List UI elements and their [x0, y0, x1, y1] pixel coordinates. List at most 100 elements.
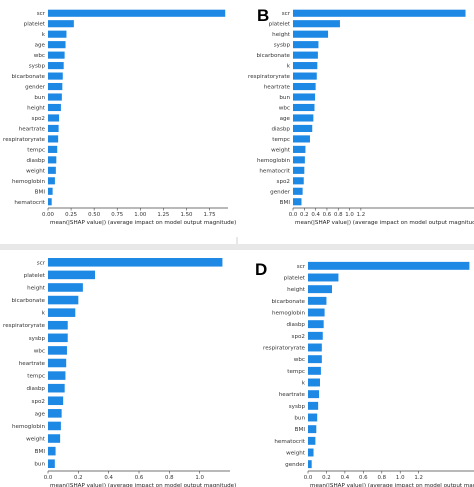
bar-heartrate — [48, 124, 59, 133]
x-tick-label: 0.4 — [341, 475, 350, 481]
bar-BMI — [293, 198, 302, 206]
bar-scr — [48, 9, 226, 17]
bar-hemoglobin — [48, 177, 55, 185]
category-label: k — [42, 32, 46, 38]
category-label: tempc — [27, 147, 45, 153]
bar-height — [308, 285, 332, 294]
category-label: gender — [25, 85, 46, 91]
category-label: spo2 — [32, 116, 45, 122]
bar-BMI — [48, 187, 53, 195]
x-axis-label: mean(|SHAP value|) (average impact on mo… — [295, 220, 474, 226]
category-label: spo2 — [277, 179, 290, 185]
category-label: sysbp — [274, 43, 291, 49]
bar-tempc — [293, 135, 310, 143]
bar-respiratoryrate — [48, 135, 59, 143]
bar-sysbp — [48, 333, 68, 343]
x-tick-label: 0.4 — [104, 475, 113, 481]
bar-spo2 — [308, 331, 323, 340]
x-tick-label: 0.4 — [311, 212, 320, 218]
bar-heartrate — [308, 390, 320, 399]
category-label: bun — [279, 95, 290, 101]
category-label: diasbp — [26, 386, 45, 392]
category-label: bicarbonate — [272, 299, 306, 305]
bar-BMI — [48, 446, 56, 456]
category-label: heartrate — [264, 85, 291, 91]
x-tick-label: 0.00 — [42, 212, 55, 218]
bar-spo2 — [48, 114, 60, 122]
bar-age — [293, 114, 314, 122]
bar-k — [48, 30, 67, 38]
bar-respiratoryrate — [308, 343, 322, 352]
category-label: age — [35, 43, 46, 49]
category-label: platelet — [269, 22, 291, 28]
category-label: scr — [37, 260, 46, 266]
bar-tempc — [48, 145, 58, 153]
category-label: bicarbonate — [257, 53, 291, 59]
bar-age — [48, 409, 62, 418]
bar-spo2 — [293, 177, 304, 185]
x-tick-label: 1.50 — [180, 212, 193, 218]
x-tick-label: 0.25 — [65, 212, 77, 218]
bar-hematocrit — [48, 198, 52, 206]
category-label: gender — [270, 189, 291, 195]
category-label: BMI — [295, 427, 306, 433]
category-label: wbc — [34, 348, 45, 354]
bar-tempc — [308, 366, 321, 375]
x-tick-label: 1.0 — [195, 475, 204, 481]
bar-sysbp — [48, 62, 64, 70]
bar-bicarbonate — [48, 72, 63, 80]
category-label: height — [272, 32, 291, 38]
horizontal-divider — [0, 244, 474, 250]
category-label: age — [280, 116, 291, 122]
bar-respiratoryrate — [293, 72, 317, 80]
bar-hematocrit — [308, 436, 316, 445]
x-tick-label: 1.00 — [134, 212, 147, 218]
x-tick-label: 1.0 — [396, 475, 405, 481]
category-label: respiratoryrate — [248, 74, 291, 80]
bar-BMI — [308, 425, 317, 434]
category-label: sysbp — [29, 336, 46, 342]
x-tick-label: 0.6 — [359, 475, 368, 481]
bar-sysbp — [293, 41, 319, 49]
category-label: height — [287, 287, 306, 293]
category-label: wbc — [294, 357, 305, 363]
x-tick-label: 1.25 — [157, 212, 169, 218]
category-label: bun — [34, 95, 45, 101]
category-label: respiratoryrate — [3, 137, 46, 143]
x-tick-label: 0.50 — [88, 212, 101, 218]
bar-wbc — [308, 355, 322, 364]
bar-platelet — [293, 20, 340, 28]
category-label: tempc — [27, 374, 45, 380]
category-label: platelet — [24, 273, 46, 279]
category-label: bicarbonate — [12, 74, 46, 80]
category-label: hematocrit — [274, 439, 305, 445]
panel-label: B — [257, 6, 270, 25]
category-label: wbc — [279, 106, 290, 112]
bar-platelet — [48, 270, 96, 280]
bar-diasbp — [48, 383, 65, 393]
category-label: scr — [282, 11, 291, 17]
x-tick-label: 0.2 — [300, 212, 309, 218]
bar-height — [293, 30, 329, 38]
panel-c: scr platelet height bicarbonate k respiratory… — [0, 250, 237, 487]
panel-b: scr platelet height sysbp bicarbonate k respir… — [237, 0, 474, 237]
category-label: sysbp — [29, 64, 46, 70]
category-label: tempc — [272, 137, 290, 143]
bar-gender — [293, 187, 303, 195]
bar-weight — [293, 145, 306, 153]
x-tick-label: 0.0 — [44, 475, 53, 481]
bar-weight — [308, 448, 314, 457]
bar-height — [48, 103, 61, 112]
category-label: spo2 — [32, 399, 45, 405]
x-tick-label: 1.2 — [414, 475, 423, 481]
bar-k — [308, 378, 320, 387]
bar-weight — [48, 434, 61, 443]
category-label: BMI — [35, 189, 46, 195]
category-label: weight — [271, 147, 291, 153]
bar-wbc — [48, 346, 67, 355]
category-label: weight — [26, 437, 46, 443]
category-label: sysbp — [289, 404, 306, 410]
category-label: heartrate — [19, 361, 46, 367]
category-label: tempc — [287, 369, 305, 375]
bar-wbc — [48, 51, 65, 59]
